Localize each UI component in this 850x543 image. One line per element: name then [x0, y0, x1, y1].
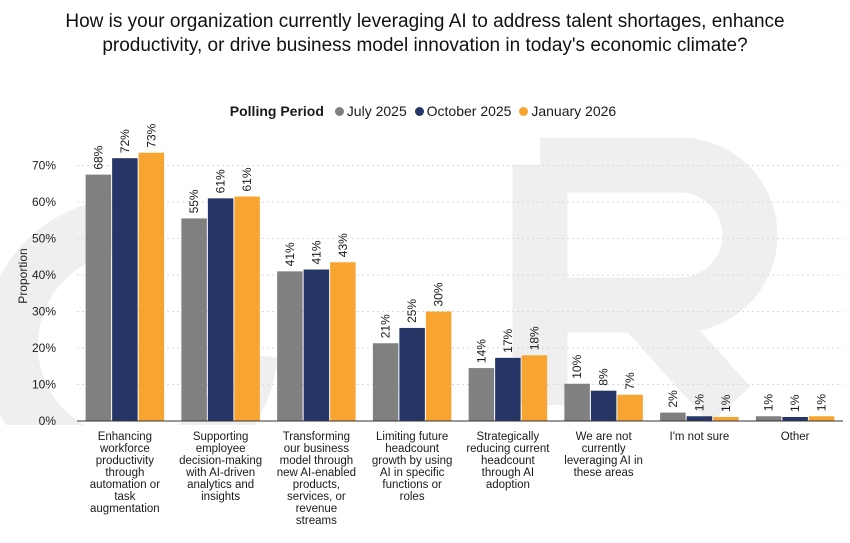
bar-january-2026[interactable] [425, 311, 452, 422]
y-tick-label: 0% [39, 414, 57, 428]
data-label: 17% [501, 329, 515, 353]
y-tick-label: 40% [32, 268, 56, 282]
x-category-label: Transforming our business model through new… [277, 431, 356, 527]
data-label: 1% [762, 394, 776, 412]
x-category-label: I'm not sure [670, 431, 730, 443]
bar-july-2025[interactable] [564, 383, 590, 421]
data-label: 72% [118, 129, 132, 153]
legend-label-january-2026: January 2026 [531, 103, 617, 119]
bar-january-2026[interactable] [808, 416, 835, 421]
bar-january-2026[interactable] [521, 355, 548, 421]
data-label: 73% [144, 123, 158, 147]
data-label: 61% [240, 167, 254, 191]
data-label: 41% [283, 242, 297, 266]
bar-january-2026[interactable] [138, 152, 165, 421]
data-label: 18% [527, 326, 541, 350]
bar-january-2026[interactable] [617, 394, 643, 421]
legend-title: Polling Period [229, 103, 324, 119]
legend-swatch-october-2025 [414, 107, 424, 116]
data-label: 25% [405, 299, 419, 323]
data-label: 1% [815, 394, 829, 412]
bar-october-2025[interactable] [495, 357, 521, 421]
bar-october-2025[interactable] [303, 269, 330, 421]
legend-swatch-july-2025 [334, 107, 344, 116]
x-category-label: Enhancing workforce productivity through aut… [90, 431, 160, 515]
legend-swatch-january-2026 [519, 107, 529, 116]
bar-october-2025[interactable] [590, 390, 617, 421]
legend-label-july-2025: July 2025 [346, 103, 407, 119]
data-label: 8% [597, 368, 611, 386]
x-category-label: Strategically reducing current headcount th… [466, 431, 550, 491]
bar-october-2025[interactable] [399, 327, 425, 421]
data-label: 41% [309, 240, 323, 264]
y-tick-label: 10% [32, 378, 56, 392]
chart-title: How is your organization currently lever… [65, 11, 785, 56]
bar-october-2025[interactable] [207, 198, 234, 421]
bar-january-2026[interactable] [330, 262, 356, 421]
legend-item-october-2025[interactable]: October 2025 [414, 103, 516, 119]
x-category-label: Other [781, 431, 810, 443]
legend-item-july-2025[interactable]: July 2025 [334, 103, 411, 119]
data-label: 68% [91, 145, 105, 169]
data-label: 61% [214, 169, 228, 193]
data-label: 2% [666, 390, 680, 408]
legend: Polling Period July 2025 October 2025 Ja… [0, 103, 850, 119]
y-tick-label: 20% [32, 341, 56, 355]
data-label: 1% [788, 394, 802, 412]
bar-july-2025[interactable] [372, 343, 399, 421]
data-label: 43% [336, 233, 350, 257]
bar-july-2025[interactable] [468, 368, 495, 421]
bar-october-2025[interactable] [686, 416, 713, 421]
legend-label-october-2025: October 2025 [426, 103, 512, 119]
y-tick-label: 70% [32, 159, 56, 173]
y-tick-label: 30% [32, 305, 56, 319]
data-label: 30% [432, 282, 446, 306]
bar-july-2025[interactable] [181, 218, 207, 421]
data-label: 1% [692, 394, 706, 412]
data-label: 14% [474, 339, 488, 363]
bar-october-2025[interactable] [112, 158, 138, 421]
y-tick-label: 60% [32, 195, 56, 209]
bar-january-2026[interactable] [234, 196, 260, 421]
y-tick-label: 50% [32, 232, 56, 246]
data-label: 7% [623, 372, 637, 390]
data-label: 10% [570, 354, 584, 378]
data-label: 21% [379, 314, 393, 338]
y-axis-label: Proportion [16, 248, 30, 303]
x-category-label: Supporting employee decision-making with AI… [179, 431, 262, 503]
bar-july-2025[interactable] [277, 271, 303, 421]
bar-july-2025[interactable] [85, 174, 112, 421]
bar-july-2025[interactable] [660, 412, 686, 421]
bar-january-2026[interactable] [713, 416, 739, 421]
x-category-label: We are not currently leveraging AI in these… [564, 431, 643, 479]
bar-july-2025[interactable] [755, 416, 782, 421]
legend-item-january-2026[interactable]: January 2026 [519, 103, 616, 119]
x-category-label: Limiting future headcount growth by using A… [372, 431, 453, 503]
data-label: 55% [187, 189, 201, 213]
bar-october-2025[interactable] [782, 416, 808, 421]
data-label: 1% [719, 394, 733, 412]
